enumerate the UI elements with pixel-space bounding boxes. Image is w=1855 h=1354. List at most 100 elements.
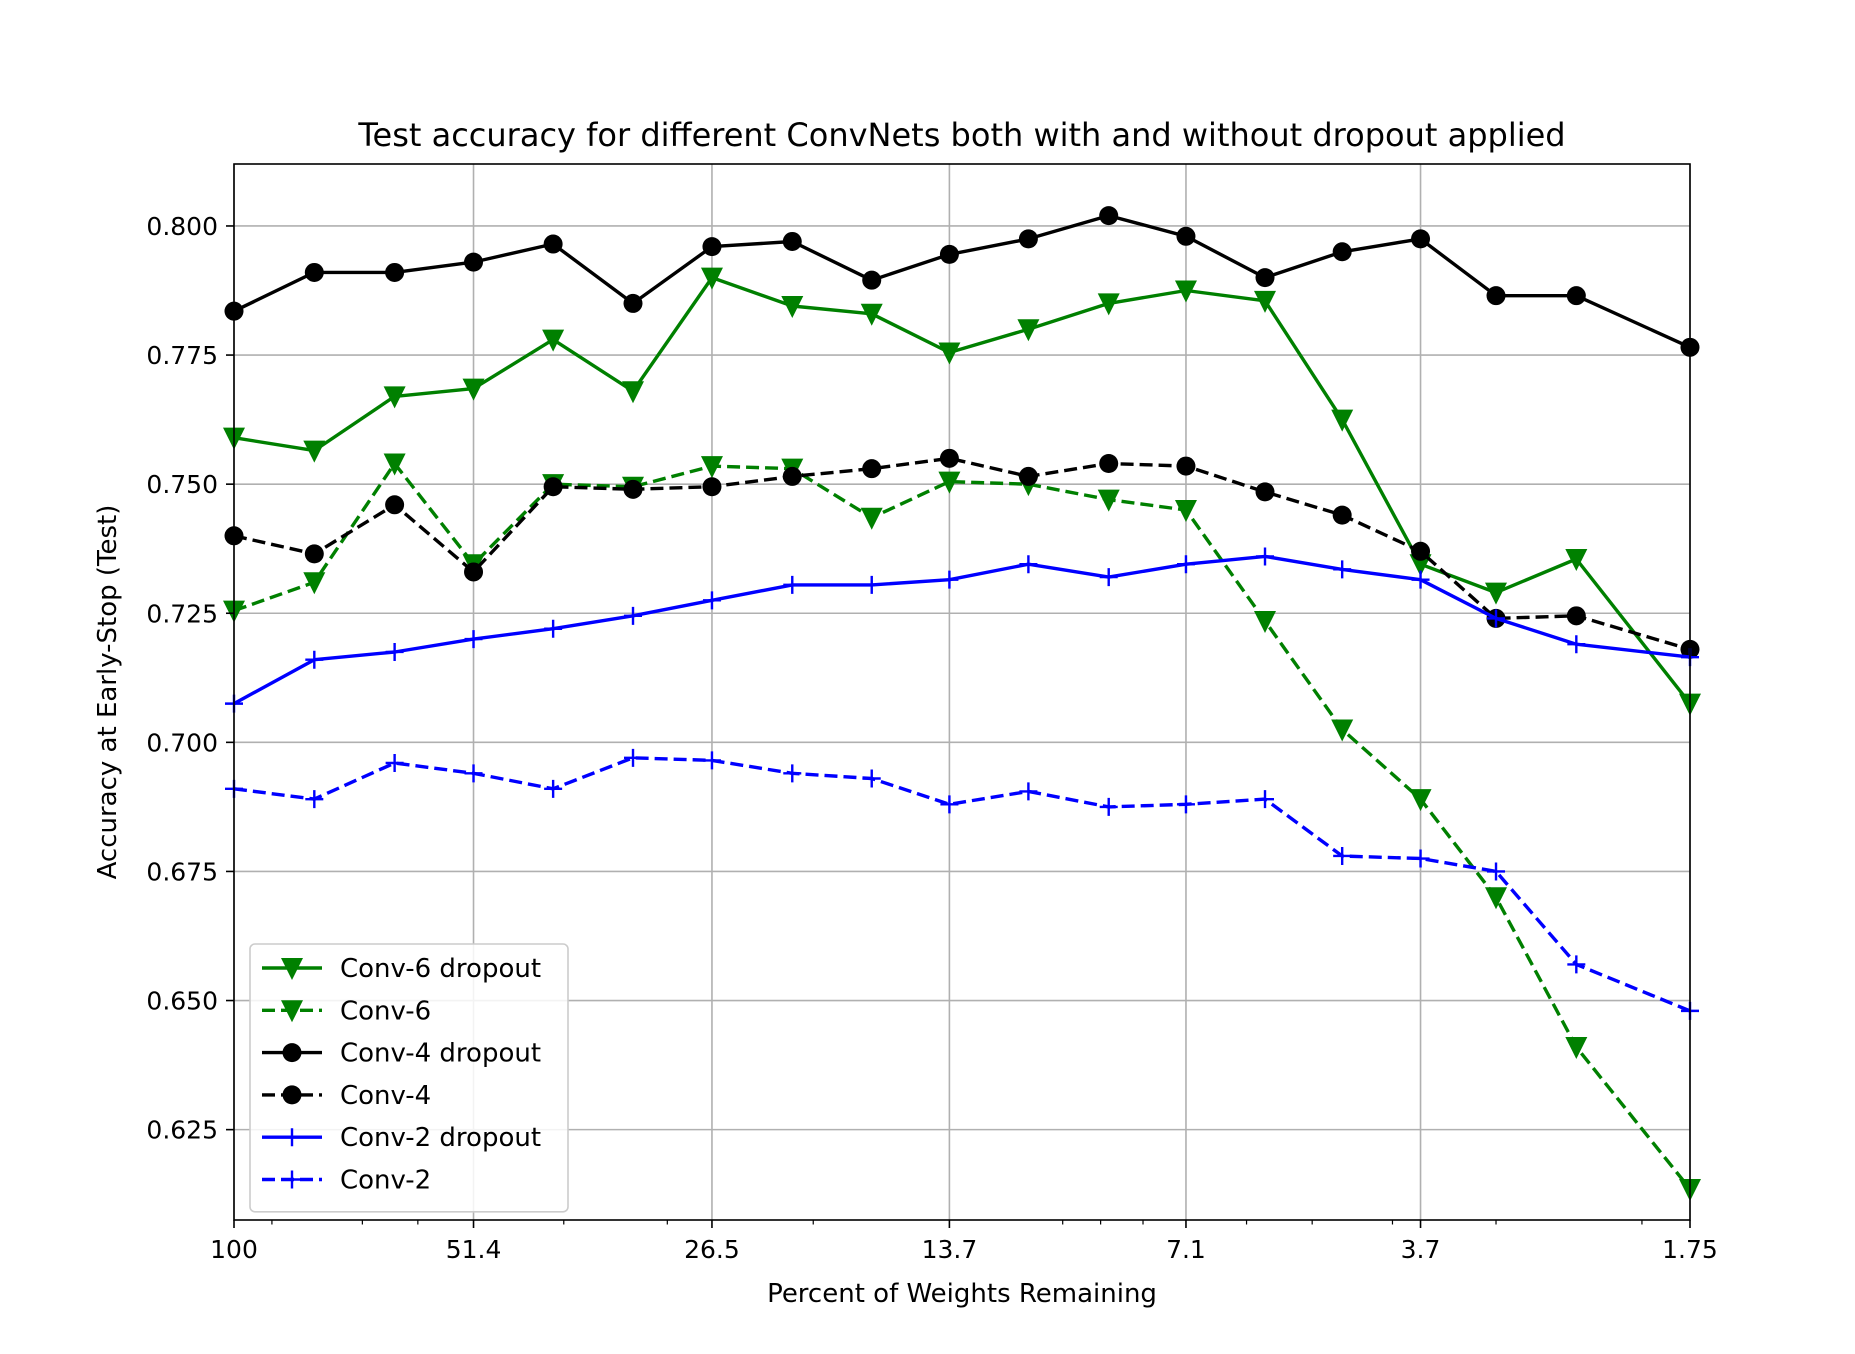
data-point <box>1486 286 1506 306</box>
data-point <box>543 234 563 254</box>
data-point <box>1409 554 1432 577</box>
data-point <box>281 958 303 980</box>
data-point <box>1099 568 1118 587</box>
data-point <box>862 270 882 290</box>
data-point <box>283 1170 301 1189</box>
data-point <box>383 386 406 409</box>
data-point <box>623 479 643 499</box>
data-point <box>940 570 959 589</box>
data-point <box>464 252 484 272</box>
data-point <box>1254 610 1277 633</box>
data-point <box>862 769 881 788</box>
data-point <box>1176 226 1196 246</box>
data-point <box>1099 454 1119 474</box>
data-point <box>702 751 721 770</box>
data-point <box>622 381 645 404</box>
data-point <box>1174 499 1197 522</box>
data-point <box>1099 206 1119 226</box>
chart-title: Test accuracy for different ConvNets bot… <box>357 116 1565 154</box>
data-point <box>1565 549 1588 572</box>
data-point <box>782 466 802 486</box>
data-point <box>939 448 959 468</box>
data-point <box>1567 635 1586 654</box>
data-point <box>1487 862 1506 881</box>
data-point <box>464 764 483 783</box>
data-point <box>1332 505 1352 525</box>
data-point <box>385 754 404 773</box>
data-point <box>1485 887 1508 910</box>
data-point <box>1099 797 1118 816</box>
data-point <box>862 575 881 594</box>
data-point <box>543 477 563 497</box>
plot-frame <box>233 163 1691 1221</box>
data-point <box>385 262 405 282</box>
data-point <box>700 267 723 290</box>
data-point <box>1411 541 1431 561</box>
data-point <box>383 453 406 476</box>
data-point <box>385 495 405 515</box>
legend-label: Conv-4 dropout <box>340 1039 541 1069</box>
legend-entry: Conv-2 dropout <box>262 1123 541 1153</box>
legend-entry: Conv-2 <box>262 1166 431 1196</box>
data-point <box>860 507 883 530</box>
data-point <box>862 459 882 479</box>
x-tick-label: 3.7 <box>1401 1235 1441 1264</box>
legend-box <box>249 943 569 1213</box>
data-point <box>304 262 324 282</box>
y-axis-label: Accuracy at Early-Stop (Test) <box>93 505 123 880</box>
data-point <box>1176 795 1195 814</box>
data-point <box>464 562 484 582</box>
data-point <box>1019 555 1038 574</box>
legend-label: Conv-6 <box>340 996 431 1026</box>
legend-label: Conv-4 <box>340 1081 431 1111</box>
data-point <box>700 456 723 479</box>
data-point <box>783 764 802 783</box>
y-axis: 0.625 0.650 0.675 0.700 0.725 0.750 0.775 0.800 <box>146 212 234 1145</box>
data-point <box>464 630 483 649</box>
legend-label: Conv-2 <box>340 1166 431 1196</box>
data-point <box>1487 609 1506 628</box>
data-point <box>1331 719 1354 742</box>
data-point <box>1255 482 1275 502</box>
data-point <box>1256 790 1275 809</box>
legend-entry: Conv-4 dropout <box>262 1039 541 1069</box>
data-point <box>1411 229 1431 249</box>
data-point <box>782 231 802 251</box>
x-tick-label: 51.4 <box>446 1235 502 1264</box>
data-point <box>938 471 961 494</box>
data-point <box>305 790 324 809</box>
data-point <box>303 440 326 463</box>
data-point <box>1565 1037 1588 1060</box>
y-tick-label: 0.800 <box>146 212 218 241</box>
data-point <box>544 619 563 638</box>
data-point <box>1017 319 1040 342</box>
data-point <box>1411 849 1430 868</box>
data-point <box>1566 286 1586 306</box>
data-point <box>940 795 959 814</box>
data-point <box>544 779 563 798</box>
data-point <box>1567 955 1586 974</box>
data-point <box>385 642 404 661</box>
x-tick-label: 1.75 <box>1662 1235 1718 1264</box>
y-tick-label: 0.650 <box>146 987 218 1016</box>
series-conv-6-dropout <box>223 267 1701 716</box>
data-point <box>624 748 643 767</box>
data-point <box>860 303 883 326</box>
y-tick-label: 0.725 <box>146 599 218 628</box>
legend-entry: Conv-6 <box>262 996 431 1026</box>
y-tick-label: 0.775 <box>146 341 218 370</box>
data-point <box>1332 242 1352 262</box>
data-point <box>305 650 324 669</box>
data-point <box>462 378 485 401</box>
y-tick-label: 0.700 <box>146 728 218 757</box>
data-point <box>1256 547 1275 566</box>
data-point <box>1097 293 1120 316</box>
series-conv-4-dropout <box>224 206 1700 357</box>
legend: Conv-6 dropout Conv-6 Conv-4 dropout Conv-4… <box>249 943 569 1213</box>
data-point <box>1019 782 1038 801</box>
data-point <box>939 244 959 264</box>
data-point <box>281 1000 303 1023</box>
y-tick-label: 0.750 <box>146 470 218 499</box>
data-point <box>283 1128 301 1147</box>
data-point <box>1331 409 1354 432</box>
